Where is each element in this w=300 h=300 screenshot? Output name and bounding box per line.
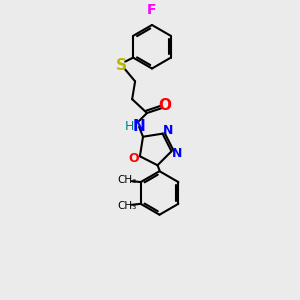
- Text: N: N: [163, 124, 174, 137]
- Text: CH₃: CH₃: [117, 175, 136, 185]
- Text: N: N: [172, 147, 183, 160]
- Text: N: N: [133, 119, 146, 134]
- Text: F: F: [147, 3, 157, 17]
- Text: O: O: [158, 98, 171, 112]
- Text: O: O: [129, 152, 139, 165]
- Text: CH₃: CH₃: [117, 201, 136, 211]
- Text: H: H: [124, 120, 134, 134]
- Text: S: S: [116, 58, 127, 73]
